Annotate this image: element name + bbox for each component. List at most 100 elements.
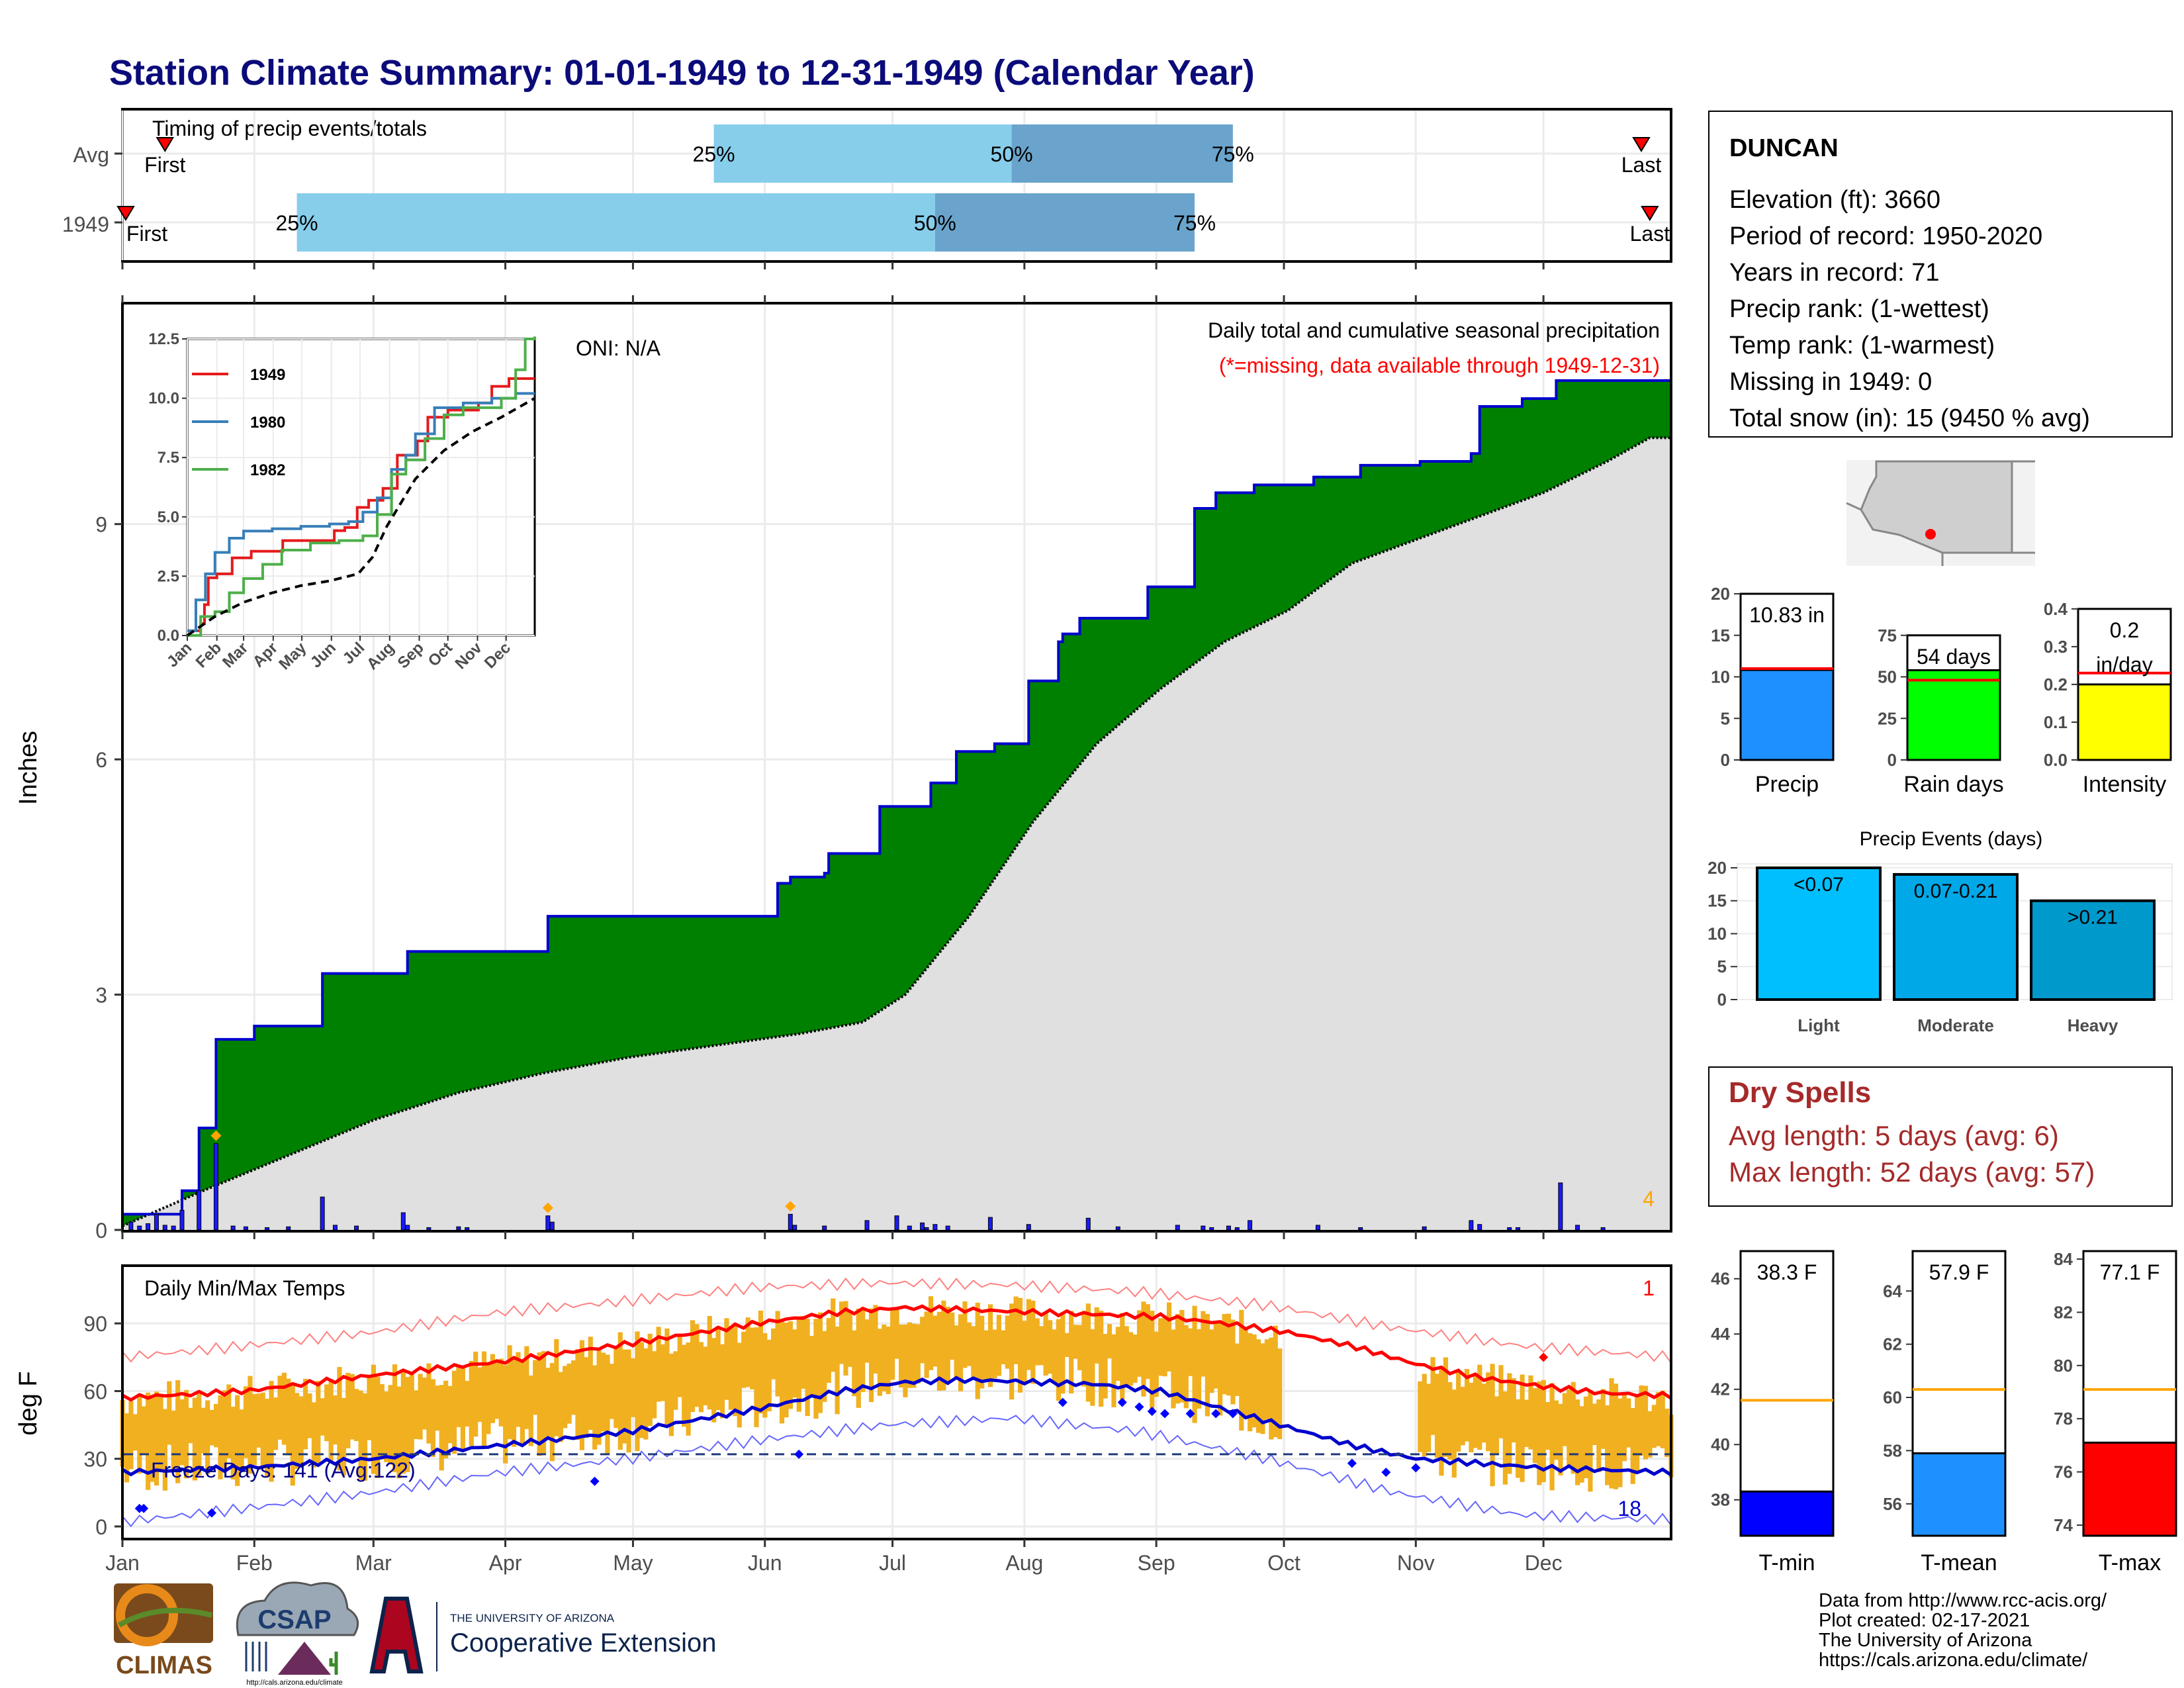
daily-temp-range-bar [698,1342,704,1413]
daily-temp-range-bar [1562,1393,1567,1446]
daily-temp-range-bar [1234,1343,1240,1396]
daily-temp-range-bar [1579,1406,1584,1483]
month-axis-label: Sep [1138,1551,1175,1575]
month-axis-label: Mar [355,1551,392,1575]
daily-temp-range-bar [1030,1300,1036,1384]
daily-temp-range-bar [966,1322,972,1366]
daily-temp-range-bar [805,1319,810,1417]
daily-temp-range-bar [1656,1391,1661,1446]
daily-temp-range-bar [465,1381,470,1427]
daily-temp-range-bar [1481,1383,1486,1443]
daily-temp-range-bar [1090,1329,1095,1406]
daily-temp-range-bar [1115,1327,1120,1381]
record-low-marker [1411,1463,1421,1473]
summary-bar-tick-label: 0.1 [2044,712,2068,732]
timing-last-marker [1632,137,1651,152]
summary-bar-tick-label: 25 [1878,708,1897,728]
temp-summary-tick-label: 58 [1883,1440,1902,1460]
daily-temp-range-bar [614,1348,619,1429]
summary-bar-category-label: Rain days [1903,772,2003,797]
daily-temp-range-bar [1094,1307,1099,1364]
daily-temp-range-bar [903,1324,908,1397]
daily-temp-range-bar [528,1375,533,1446]
temperature-panel: Daily Min/Max Temps Freeze Days: 141 (Av… [15,1264,1674,1575]
daily-temp-range-bar [213,1403,219,1448]
daily-precip-bar [426,1227,432,1231]
temp-summary-bar [1911,1452,2007,1537]
temp-summary-tick-label: 84 [2054,1249,2073,1269]
daily-temp-range-bar [545,1368,551,1436]
daily-temp-range-bar [1486,1372,1491,1452]
logos: CLIMAS CSAP http://cals.arizona.edu/clim… [114,1581,716,1687]
daily-temp-range-bar [1158,1318,1163,1376]
daily-temp-range-bar [707,1316,712,1410]
daily-temp-range-bar [754,1327,759,1428]
dry-spells-avg: Avg length: 5 days (avg: 6) [1729,1120,2059,1151]
daily-temp-range-bar [1418,1381,1423,1452]
daily-temp-range-bar [1588,1389,1593,1492]
daily-temp-range-bar [758,1310,763,1414]
station-name: DUNCAN [1729,134,1839,162]
daily-precip-bar [1226,1225,1231,1231]
timing-p25-label: 25% [276,211,318,235]
daily-temp-range-bar [831,1298,836,1372]
daily-precip-bar [332,1225,338,1231]
daily-temp-range-bar [337,1367,342,1471]
daily-precip-bar [137,1225,142,1231]
daily-temp-range-bar [682,1344,687,1427]
climas-logo-text: CLIMAS [116,1652,212,1679]
daily-temp-range-bar [1426,1383,1432,1452]
daily-temp-range-bar [1052,1329,1057,1383]
daily-temp-range-bar [868,1308,874,1403]
daily-temp-range-bar [265,1399,270,1477]
record-low-marker [1134,1402,1144,1412]
summary-bar [2077,683,2172,761]
daily-temp-range-bar [430,1379,435,1457]
daily-temp-range-bar [1553,1400,1559,1460]
summary-bar-tick-label: 10 [1711,667,1730,687]
daily-temp-range-bar [226,1384,232,1459]
oni-label: ONI: N/A [576,336,661,360]
events-category-label: Heavy [2068,1015,2118,1035]
daily-temp-range-bar [775,1311,780,1397]
daily-temp-range-bar [1567,1389,1572,1466]
daily-temp-range-bar [843,1301,848,1376]
daily-precip-bar [1358,1227,1363,1231]
daily-temp-range-bar [1651,1405,1657,1448]
footer-line: Plot created: 02-17-2021 [1819,1610,2030,1631]
daily-temp-range-bar [1507,1373,1512,1474]
temp-summary-tick-label: 76 [2054,1462,2073,1482]
dry-spells-max: Max length: 52 days (avg: 57) [1729,1156,2095,1188]
events-title: Precip Events (days) [1860,828,2043,850]
daily-temp-range-bar [826,1318,831,1383]
daily-temp-range-bar [1120,1313,1125,1404]
dry-spells-box: Dry Spells Avg length: 5 days (avg: 6) M… [1708,1066,2173,1207]
precip-y-axis-label: Inches [15,731,42,805]
daily-precip-bar [1422,1226,1427,1231]
record-low-marker [1185,1409,1195,1419]
daily-temp-range-bar [907,1322,912,1388]
daily-temp-range-bar [132,1414,138,1451]
daily-temp-range-bar [1494,1396,1500,1456]
daily-temp-range-bar [128,1401,134,1470]
events-bar-label: <0.07 [1794,874,1844,896]
daily-temp-range-bar [801,1315,806,1389]
daily-precip-bar [1507,1227,1512,1231]
daily-temp-range-bar [1009,1303,1015,1400]
daily-temp-range-bar [537,1352,542,1456]
daily-precip-bar [265,1227,270,1231]
daily-temp-range-bar [622,1349,627,1444]
daily-temp-range-bar [290,1385,295,1486]
summary-bar-tick-label: 5 [1721,708,1730,728]
daily-temp-range-bar [456,1366,461,1427]
daily-temp-range-bar [162,1409,167,1491]
daily-precip-bar [400,1212,406,1231]
daily-temp-range-bar [1069,1311,1074,1394]
daily-temp-range-bar [1073,1325,1078,1359]
daily-temp-range-bar [533,1360,538,1415]
daily-temp-range-bar [1609,1378,1614,1489]
daily-temp-range-bar [1456,1370,1461,1452]
daily-temp-range-bar [239,1409,244,1470]
daily-temp-range-bar [516,1352,521,1427]
summary-bar-tick-label: 75 [1878,626,1897,645]
